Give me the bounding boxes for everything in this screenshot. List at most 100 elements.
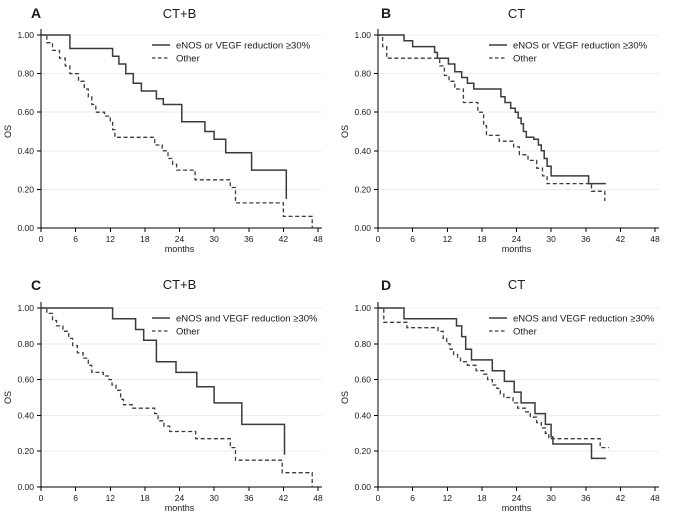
y-tick-label: 0.00 — [17, 482, 34, 492]
y-tick-label: 0.00 — [17, 223, 34, 233]
y-tick-label: 1.00 — [17, 30, 34, 40]
x-tick-label: 48 — [313, 493, 323, 503]
x-tick-label: 18 — [477, 234, 487, 244]
x-tick-label: 18 — [140, 493, 150, 503]
y-tick-label: 0.80 — [17, 69, 34, 79]
x-tick-label: 0 — [39, 234, 44, 244]
panel-d: D CT 0.00 0.20 0.40 0.60 0.80 1.00 0 6 12 18 24 30 3… — [337, 259, 675, 518]
y-axis-label: OS — [340, 125, 350, 138]
x-tick-label: 36 — [581, 493, 591, 503]
x-tick-label: 0 — [39, 493, 44, 503]
panel-d-title: CT — [507, 277, 526, 292]
y-tick-label: 0.60 — [17, 107, 34, 117]
panel-b-title: CT — [507, 6, 526, 21]
panel-a-title: CT+B — [162, 6, 197, 21]
km-plot-a: 0.00 0.20 0.40 0.60 0.80 1.00 0 6 12 18 24 30 36 42 48… — [3, 29, 323, 254]
x-tick-label: 48 — [650, 493, 660, 503]
x-tick-label: 0 — [376, 234, 381, 244]
y-axis-label: OS — [340, 391, 350, 404]
x-tick-label: 36 — [244, 493, 254, 503]
km-curve-solid — [378, 307, 606, 460]
y-tick-label: 0.60 — [17, 375, 34, 385]
x-tick-label: 18 — [477, 493, 487, 503]
y-axis-label: OS — [3, 391, 13, 404]
x-tick-label: 48 — [313, 234, 323, 244]
x-tick-label: 30 — [546, 493, 556, 503]
y-tick-label: 0.80 — [17, 339, 34, 349]
x-axis-label: months — [502, 244, 532, 254]
x-tick-label: 24 — [175, 234, 185, 244]
x-tick-label: 12 — [106, 234, 116, 244]
y-tick-label: 0.40 — [17, 146, 34, 156]
km-plot-b: 0.00 0.20 0.40 0.60 0.80 1.00 0 6 12 18 24 30 36 42 48… — [340, 29, 660, 254]
x-axis-label: months — [165, 503, 195, 513]
x-tick-label: 0 — [376, 493, 381, 503]
y-axis-label: OS — [3, 125, 13, 138]
y-tick-label: 0.20 — [354, 446, 371, 456]
panel-c-letter: C — [31, 277, 42, 293]
km-curve-solid — [41, 307, 286, 455]
panel-d-letter: D — [381, 277, 392, 293]
y-tick-label: 0.40 — [17, 410, 34, 420]
legend-label: Other — [513, 327, 537, 338]
x-tick-label: 6 — [73, 493, 78, 503]
km-curve-solid — [378, 34, 606, 185]
x-axis-label: months — [502, 503, 532, 513]
x-tick-label: 18 — [140, 234, 150, 244]
y-tick-label: 0.20 — [17, 446, 34, 456]
x-tick-label: 36 — [244, 234, 254, 244]
panel-a: A CT+B 0.00 0.20 0.40 0.60 0.80 1.00 0 6 12 18 24 3… — [0, 0, 337, 259]
x-tick-label: 42 — [616, 493, 626, 503]
legend-label: eNOS and VEGF reduction ≥30% — [176, 314, 318, 325]
y-tick-label: 0.20 — [17, 184, 34, 194]
km-curve-solid — [41, 34, 288, 199]
km-curve-dashed — [378, 307, 609, 449]
x-tick-label: 12 — [443, 493, 453, 503]
y-tick-label: 1.00 — [354, 303, 371, 313]
y-tick-label: 0.00 — [354, 223, 371, 233]
y-tick-label: 0.80 — [354, 339, 371, 349]
x-tick-label: 12 — [443, 234, 453, 244]
legend-label: Other — [176, 327, 200, 338]
legend-label: Other — [176, 54, 200, 65]
panel-a-letter: A — [31, 5, 42, 21]
x-tick-label: 36 — [581, 234, 591, 244]
x-tick-label: 48 — [650, 234, 660, 244]
km-curve-dashed — [41, 307, 313, 487]
x-tick-label: 30 — [209, 234, 219, 244]
legend-label: eNOS or VEGF reduction ≥30% — [513, 41, 648, 52]
x-tick-label: 6 — [410, 493, 415, 503]
panel-c: C CT+B 0.00 0.20 0.40 0.60 0.80 1.00 0 6 12 18 24 3… — [0, 259, 337, 518]
legend-label: eNOS or VEGF reduction ≥30% — [176, 41, 311, 52]
y-tick-label: 1.00 — [17, 303, 34, 313]
y-tick-label: 1.00 — [354, 30, 371, 40]
legend-label: Other — [513, 54, 537, 65]
y-tick-label: 0.40 — [354, 410, 371, 420]
x-tick-label: 12 — [106, 493, 116, 503]
km-curve-dashed — [41, 34, 313, 228]
x-tick-label: 42 — [279, 234, 289, 244]
panel-b-letter: B — [381, 5, 392, 21]
x-tick-label: 6 — [73, 234, 78, 244]
km-plot-d: 0.00 0.20 0.40 0.60 0.80 1.00 0 6 12 18 24 30 36 42 48… — [340, 302, 660, 513]
y-tick-label: 0.00 — [354, 482, 371, 492]
x-tick-label: 30 — [546, 234, 556, 244]
panel-c-title: CT+B — [162, 277, 197, 292]
x-axis-label: months — [165, 244, 195, 254]
y-tick-label: 0.60 — [354, 107, 371, 117]
x-tick-label: 42 — [616, 234, 626, 244]
x-tick-label: 24 — [512, 493, 522, 503]
y-tick-label: 0.60 — [354, 375, 371, 385]
panel-b: B CT 0.00 0.20 0.40 0.60 0.80 1.00 0 6 12 18 24 30 3… — [337, 0, 675, 259]
y-tick-label: 0.20 — [354, 184, 371, 194]
x-tick-label: 30 — [209, 493, 219, 503]
x-tick-label: 42 — [279, 493, 289, 503]
y-tick-label: 0.40 — [354, 146, 371, 156]
x-tick-label: 24 — [512, 234, 522, 244]
km-curve-dashed — [378, 34, 606, 201]
km-plot-c: 0.00 0.20 0.40 0.60 0.80 1.00 0 6 12 18 24 30 36 42 48… — [3, 302, 323, 513]
y-tick-label: 0.80 — [354, 69, 371, 79]
x-tick-label: 6 — [410, 234, 415, 244]
legend-label: eNOS and VEGF reduction ≥30% — [513, 314, 655, 325]
